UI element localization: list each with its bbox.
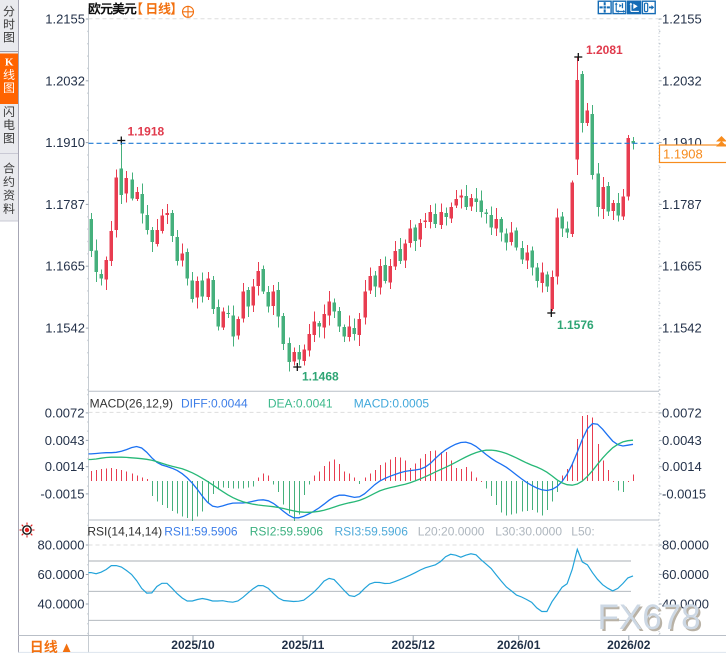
svg-text:K: K: [5, 57, 14, 69]
svg-text:2025/12: 2025/12: [392, 638, 436, 652]
svg-text:40.0000: 40.0000: [38, 597, 85, 612]
svg-text:MACD:0.0005: MACD:0.0005: [354, 397, 430, 411]
svg-text:1.1665: 1.1665: [662, 259, 702, 274]
svg-text:L20:20.0000: L20:20.0000: [418, 525, 485, 539]
svg-text:1.1542: 1.1542: [662, 321, 702, 336]
svg-text:MACD(26,12,9): MACD(26,12,9): [90, 397, 173, 411]
svg-text:0.0043: 0.0043: [662, 433, 702, 448]
svg-text:1.1542: 1.1542: [45, 321, 85, 336]
svg-text:RSI2:59.5906: RSI2:59.5906: [250, 525, 324, 539]
svg-text:2026/02: 2026/02: [607, 638, 651, 652]
svg-text:2025/10: 2025/10: [171, 638, 215, 652]
svg-text:1.2032: 1.2032: [45, 73, 85, 88]
svg-text:RSI(14,14,14): RSI(14,14,14): [87, 525, 162, 539]
svg-text:1.1665: 1.1665: [45, 259, 85, 274]
svg-text:2025/11: 2025/11: [282, 638, 325, 652]
svg-text:L30:30.0000: L30:30.0000: [495, 525, 562, 539]
svg-text:2026/01: 2026/01: [497, 638, 541, 652]
svg-text:80.0000: 80.0000: [662, 538, 709, 553]
svg-text:1.2155: 1.2155: [662, 12, 702, 27]
svg-text:RSI3:59.5906: RSI3:59.5906: [335, 525, 409, 539]
svg-text:1.1910: 1.1910: [45, 135, 85, 150]
svg-text:DEA:0.0041: DEA:0.0041: [268, 397, 333, 411]
svg-text:60.0000: 60.0000: [38, 567, 85, 582]
svg-text:1.1787: 1.1787: [45, 197, 85, 212]
svg-text:1.1908: 1.1908: [663, 147, 703, 162]
svg-text:1.1918: 1.1918: [128, 125, 165, 139]
svg-text:60.0000: 60.0000: [662, 567, 709, 582]
svg-text:0.0014: 0.0014: [45, 459, 85, 474]
svg-text:1.2081: 1.2081: [586, 43, 623, 57]
svg-text:-0.0015: -0.0015: [662, 486, 706, 501]
svg-text:1.1468: 1.1468: [302, 370, 339, 384]
svg-text:0.0043: 0.0043: [45, 433, 85, 448]
svg-text:1.2155: 1.2155: [45, 12, 85, 27]
svg-text:1.2032: 1.2032: [662, 73, 702, 88]
svg-text:-0.0015: -0.0015: [40, 486, 84, 501]
svg-text:DIFF:0.0044: DIFF:0.0044: [181, 397, 248, 411]
svg-text:0.0072: 0.0072: [45, 405, 85, 420]
svg-text:RSI1:59.5906: RSI1:59.5906: [164, 525, 238, 539]
svg-text:80.0000: 80.0000: [38, 538, 85, 553]
svg-text:1.1576: 1.1576: [557, 318, 594, 332]
svg-text:FX678: FX678: [600, 600, 703, 639]
svg-text:FX678: FX678: [598, 598, 701, 637]
svg-text:L50:: L50:: [571, 525, 594, 539]
svg-text:0.0014: 0.0014: [662, 459, 702, 474]
svg-text:0.0072: 0.0072: [662, 405, 702, 420]
svg-text:1.1787: 1.1787: [662, 197, 702, 212]
svg-text:40.0000: 40.0000: [662, 597, 709, 612]
